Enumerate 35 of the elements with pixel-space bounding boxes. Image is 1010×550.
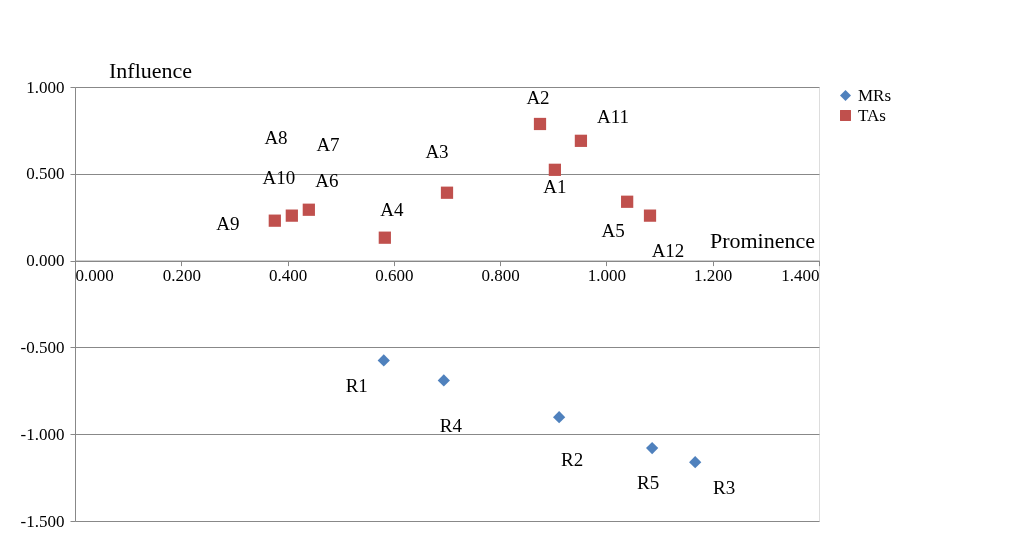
annotation: R3	[713, 477, 736, 499]
annotation: A11	[596, 105, 629, 127]
y-tick-label: -0.500	[20, 337, 65, 357]
y-tick-label: -1.500	[20, 511, 65, 531]
y-tick-label: 0.500	[26, 164, 65, 184]
annotation: R5	[637, 472, 660, 494]
annotation: R1	[345, 375, 368, 397]
annotation: A10	[262, 166, 296, 188]
annotation: A5	[601, 219, 625, 241]
x-tick-label: 1.200	[694, 266, 733, 286]
annotation: R2	[561, 449, 584, 471]
x-tick-label: 0.800	[481, 266, 520, 286]
y-tick-label: 1.000	[26, 77, 65, 97]
annotation: A7	[316, 134, 340, 155]
legend-label: MRs	[858, 85, 892, 105]
legend-label: TAs	[858, 105, 886, 125]
annotation: A6	[315, 169, 339, 191]
annotation: A9	[216, 212, 240, 234]
annotation: A8	[264, 127, 288, 148]
x-tick-label: 0.600	[375, 266, 414, 286]
x-tick-label: 0.400	[268, 266, 308, 286]
x-tick-label: 1.400	[781, 266, 820, 286]
annotation: A4	[380, 198, 404, 220]
x-axis-title: Prominence	[709, 227, 815, 253]
y-axis-title: Influence	[109, 58, 193, 83]
annotation: A1	[543, 175, 567, 197]
annotation: A2	[526, 86, 550, 108]
x-tick-label: 1.000	[587, 266, 627, 286]
x-tick-label: 0.000	[75, 266, 114, 286]
y-tick-label: 0.000	[26, 251, 65, 271]
annotation: A12	[651, 239, 685, 261]
x-tick-label: 0.200	[162, 266, 201, 286]
annotation: A3	[425, 140, 449, 162]
annotation: R4	[439, 415, 463, 437]
y-tick-label: -1.000	[20, 424, 65, 444]
